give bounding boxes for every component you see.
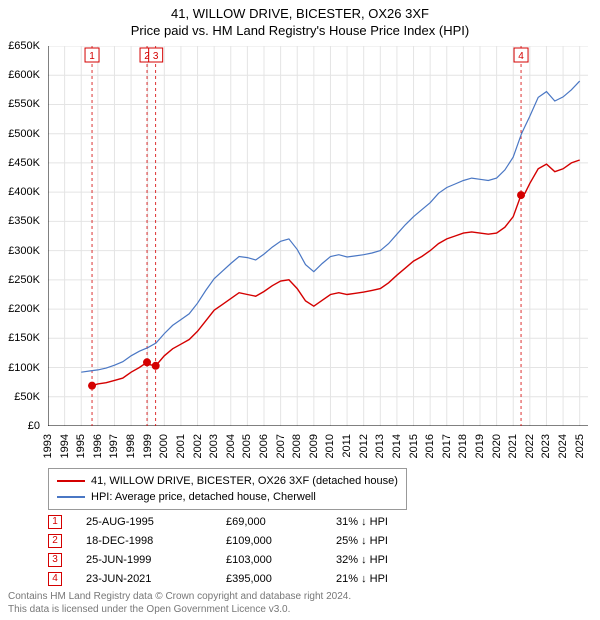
x-tick-label: 2022 [524,434,536,458]
y-tick-label: £500K [0,128,40,140]
title-main: 41, WILLOW DRIVE, BICESTER, OX26 3XF [0,6,600,21]
x-tick-label: 1996 [92,434,104,458]
y-axis: £0£50K£100K£150K£200K£250K£300K£350K£400… [0,46,44,426]
marker-number-box: 3 [48,553,62,567]
y-tick-label: £100K [0,362,40,374]
x-tick-label: 2011 [341,434,353,458]
x-tick-label: 2004 [225,434,237,458]
marker-number-box: 1 [48,515,62,529]
x-tick-label: 2021 [507,434,519,458]
footer-line1: Contains HM Land Registry data © Crown c… [8,590,351,603]
x-tick-label: 2015 [408,434,420,458]
x-axis: 1993199419951996199719981999200020012002… [48,428,588,468]
marker-date: 23-JUN-2021 [86,573,226,585]
marker-date: 25-JUN-1999 [86,554,226,566]
y-tick-label: £350K [0,215,40,227]
x-tick-label: 2000 [158,434,170,458]
y-tick-label: £400K [0,186,40,198]
legend-label: 41, WILLOW DRIVE, BICESTER, OX26 3XF (de… [91,475,398,487]
x-tick-label: 2002 [192,434,204,458]
x-tick-label: 1993 [42,434,54,458]
x-tick-label: 2019 [474,434,486,458]
footer-attribution: Contains HM Land Registry data © Crown c… [8,590,351,616]
title-block: 41, WILLOW DRIVE, BICESTER, OX26 3XF Pri… [0,0,600,38]
chart-svg: 1234 [48,46,588,426]
x-tick-label: 2023 [540,434,552,458]
svg-text:3: 3 [153,51,159,62]
y-tick-label: £0 [0,420,40,432]
svg-text:1: 1 [89,51,95,62]
y-tick-label: £250K [0,274,40,286]
svg-text:4: 4 [518,51,524,62]
legend-item: HPI: Average price, detached house, Cher… [57,489,398,505]
marker-price: £109,000 [226,535,336,547]
marker-table-row: 1 25-AUG-1995£69,00031% ↓ HPI [48,512,446,531]
y-tick-label: £550K [0,98,40,110]
x-tick-label: 1994 [59,434,71,458]
y-tick-label: £150K [0,332,40,344]
marker-price: £69,000 [226,516,336,528]
y-tick-label: £50K [0,391,40,403]
marker-table-row: 4 23-JUN-2021£395,00021% ↓ HPI [48,569,446,588]
y-tick-label: £300K [0,245,40,257]
x-tick-label: 2018 [457,434,469,458]
chart-container: 41, WILLOW DRIVE, BICESTER, OX26 3XF Pri… [0,0,600,620]
marker-delta: 21% ↓ HPI [336,573,446,585]
x-tick-label: 2001 [175,434,187,458]
marker-table-row: 3 25-JUN-1999£103,00032% ↓ HPI [48,550,446,569]
title-sub: Price paid vs. HM Land Registry's House … [0,23,600,38]
marker-number-box: 2 [48,534,62,548]
x-tick-label: 1995 [75,434,87,458]
marker-price: £103,000 [226,554,336,566]
marker-date: 25-AUG-1995 [86,516,226,528]
legend-swatch [57,480,85,482]
x-tick-label: 2013 [374,434,386,458]
x-tick-label: 1998 [125,434,137,458]
y-tick-label: £600K [0,69,40,81]
x-tick-label: 2003 [208,434,220,458]
x-tick-label: 2017 [441,434,453,458]
marker-price: £395,000 [226,573,336,585]
legend-swatch [57,496,85,498]
x-tick-label: 2008 [291,434,303,458]
y-tick-label: £200K [0,303,40,315]
marker-date: 18-DEC-1998 [86,535,226,547]
x-tick-label: 2006 [258,434,270,458]
marker-delta: 25% ↓ HPI [336,535,446,547]
x-tick-label: 2014 [391,434,403,458]
x-tick-label: 1999 [142,434,154,458]
marker-table-row: 2 18-DEC-1998£109,00025% ↓ HPI [48,531,446,550]
event-marker-table: 1 25-AUG-1995£69,00031% ↓ HPI 2 18-DEC-1998… [48,512,446,588]
y-tick-label: £450K [0,157,40,169]
x-tick-label: 2007 [275,434,287,458]
x-tick-label: 2005 [241,434,253,458]
x-tick-label: 2025 [574,434,586,458]
x-tick-label: 2016 [424,434,436,458]
chart-plot-area: 1234 [48,46,588,426]
legend-item: 41, WILLOW DRIVE, BICESTER, OX26 3XF (de… [57,473,398,489]
legend: 41, WILLOW DRIVE, BICESTER, OX26 3XF (de… [48,468,407,510]
x-tick-label: 2012 [358,434,370,458]
x-tick-label: 2010 [324,434,336,458]
marker-number-box: 4 [48,572,62,586]
x-tick-label: 2009 [308,434,320,458]
marker-delta: 32% ↓ HPI [336,554,446,566]
y-tick-label: £650K [0,40,40,52]
footer-line2: This data is licensed under the Open Gov… [8,603,351,616]
x-tick-label: 2024 [557,434,569,458]
x-tick-label: 1997 [108,434,120,458]
x-tick-label: 2020 [491,434,503,458]
marker-delta: 31% ↓ HPI [336,516,446,528]
legend-label: HPI: Average price, detached house, Cher… [91,491,316,503]
